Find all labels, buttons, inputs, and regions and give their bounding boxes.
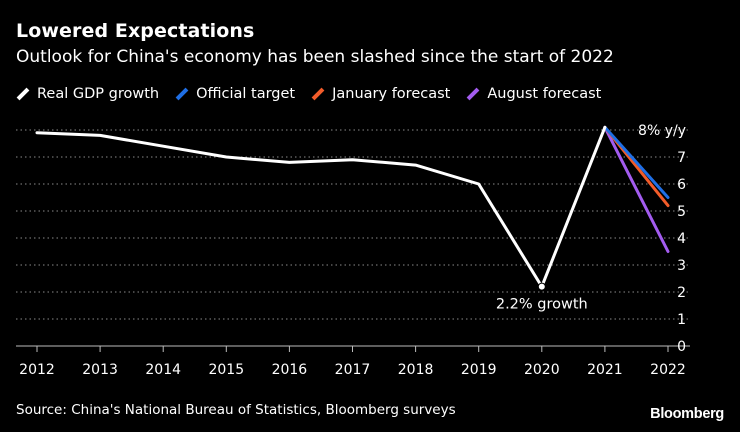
legend: Real GDP growth Official target January …	[16, 86, 617, 102]
annotation-marker	[537, 282, 546, 291]
bloomberg-logo: Bloomberg	[650, 406, 724, 422]
x-tick-label-2019: 2019	[461, 362, 497, 378]
legend-item-real-gdp: Real GDP growth	[16, 86, 159, 102]
y-tick-label-2: 2	[677, 285, 686, 301]
series-line-official-target	[603, 125, 670, 199]
x-tick-label-2012: 2012	[19, 362, 55, 378]
legend-item-january-forecast: January forecast	[311, 86, 450, 102]
legend-label-real-gdp: Real GDP growth	[37, 86, 160, 102]
y-tick-label-5: 5	[677, 204, 686, 220]
legend-label-january-forecast: January forecast	[332, 86, 451, 102]
y-tick-label-top: 8% y/y	[638, 123, 686, 139]
source-note: Source: China's National Bureau of Stati…	[16, 402, 456, 418]
series-line-real-gdp-growth	[35, 125, 607, 289]
y-tick-label-3: 3	[677, 258, 686, 274]
y-tick-label-6: 6	[677, 177, 686, 193]
x-tick-label-2013: 2013	[82, 362, 118, 378]
x-tick-label-2022: 2022	[650, 362, 686, 378]
legend-label-official-target: Official target	[196, 86, 296, 102]
x-tick-label-2020: 2020	[524, 362, 560, 378]
x-tick-label-2015: 2015	[208, 362, 244, 378]
x-tick-label-2014: 2014	[145, 362, 181, 378]
legend-label-august-forecast: August forecast	[487, 86, 602, 102]
legend-item-august-forecast: August forecast	[466, 86, 601, 102]
legend-item-official-target: Official target	[175, 86, 295, 102]
x-tick-label-2016: 2016	[272, 362, 308, 378]
x-tick-label-2018: 2018	[398, 362, 434, 378]
x-tick-label-2021: 2021	[587, 362, 623, 378]
annotation-label: 2.2% growth	[496, 297, 588, 313]
y-tick-label-7: 7	[677, 150, 686, 166]
series-line-august-forecast	[603, 125, 670, 253]
chart-subtitle: Outlook for China's economy has been sla…	[16, 47, 614, 67]
y-tick-label-1: 1	[677, 312, 686, 328]
chart-title: Lowered Expectations	[16, 20, 255, 42]
x-tick-label-2017: 2017	[335, 362, 371, 378]
y-tick-label-4: 4	[677, 231, 686, 247]
y-tick-label-0: 0	[677, 339, 686, 355]
